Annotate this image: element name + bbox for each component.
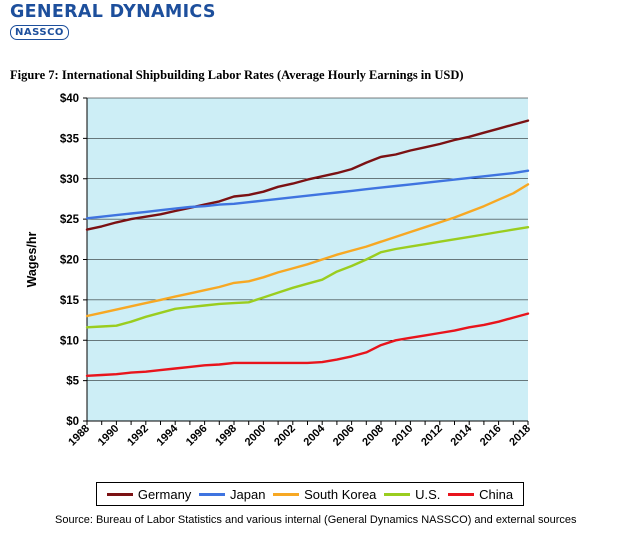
x-tick-label: 2008	[360, 423, 386, 449]
y-tick-label: $0	[66, 416, 79, 428]
y-axis-label: Wages/hr	[25, 231, 39, 287]
y-tick-label: $25	[60, 214, 80, 226]
legend-item-japan: Japan	[199, 487, 265, 502]
x-tick-label: 1990	[96, 423, 122, 449]
x-tick-label: 2000	[243, 423, 269, 449]
x-tick-label: 2012	[419, 423, 445, 449]
legend-item-china: China	[448, 487, 513, 502]
x-tick-label: 2006	[331, 423, 357, 449]
legend-swatch	[448, 492, 475, 496]
logo-main-text: GENERAL DYNAMICS	[10, 2, 216, 22]
legend-swatch	[199, 492, 226, 496]
x-tick-label: 1996	[184, 423, 210, 449]
source-note: Source: Bureau of Labor Statistics and v…	[55, 514, 577, 526]
figure-title: Figure 7: International Shipbuilding Lab…	[10, 68, 464, 82]
legend-item-germany: Germany	[106, 486, 192, 502]
legend-label: Japan	[230, 486, 266, 502]
legend-label: South Korea	[304, 486, 377, 502]
y-tick-label: $20	[60, 255, 79, 267]
x-tick-label: 2010	[390, 423, 416, 449]
legend-swatch	[273, 492, 300, 496]
y-tick-label: $15	[60, 295, 80, 307]
series-line-china	[85, 312, 530, 377]
y-tick-label: $30	[60, 174, 79, 186]
x-tick-label: 2018	[507, 423, 533, 449]
series-line-japan	[85, 169, 530, 220]
y-tick-label: $40	[60, 93, 79, 105]
x-tick-label: 2002	[272, 423, 298, 449]
y-tick-label: $35	[60, 133, 80, 145]
x-tick-label: 1992	[125, 423, 151, 449]
series-line-u-s	[85, 225, 530, 329]
series-line-south-korea	[85, 183, 530, 318]
legend-item-u-s: U.S.	[384, 487, 440, 502]
legend-item-south-korea: South Korea	[273, 487, 376, 502]
y-tick-label: $10	[60, 335, 79, 347]
x-tick-label: 2004	[302, 422, 328, 448]
series-line-germany	[85, 119, 530, 231]
y-tick-label: $5	[66, 376, 79, 388]
legend-swatch	[384, 492, 411, 496]
brand-logo: GENERAL DYNAMICS NASSCO	[10, 2, 216, 40]
x-tick-label: 1998	[213, 423, 239, 449]
x-tick-label: 2014	[449, 422, 475, 448]
legend-swatch	[106, 492, 133, 496]
legend-label: Germany	[137, 486, 192, 502]
logo-sub-text: NASSCO	[10, 25, 69, 40]
legend-label: China	[479, 486, 514, 502]
legend-label: U.S.	[415, 486, 441, 502]
x-tick-label: 1994	[155, 422, 181, 448]
chart-legend: Germany Japan South Korea U.S. China	[96, 482, 524, 506]
x-tick-label: 2016	[478, 423, 504, 449]
